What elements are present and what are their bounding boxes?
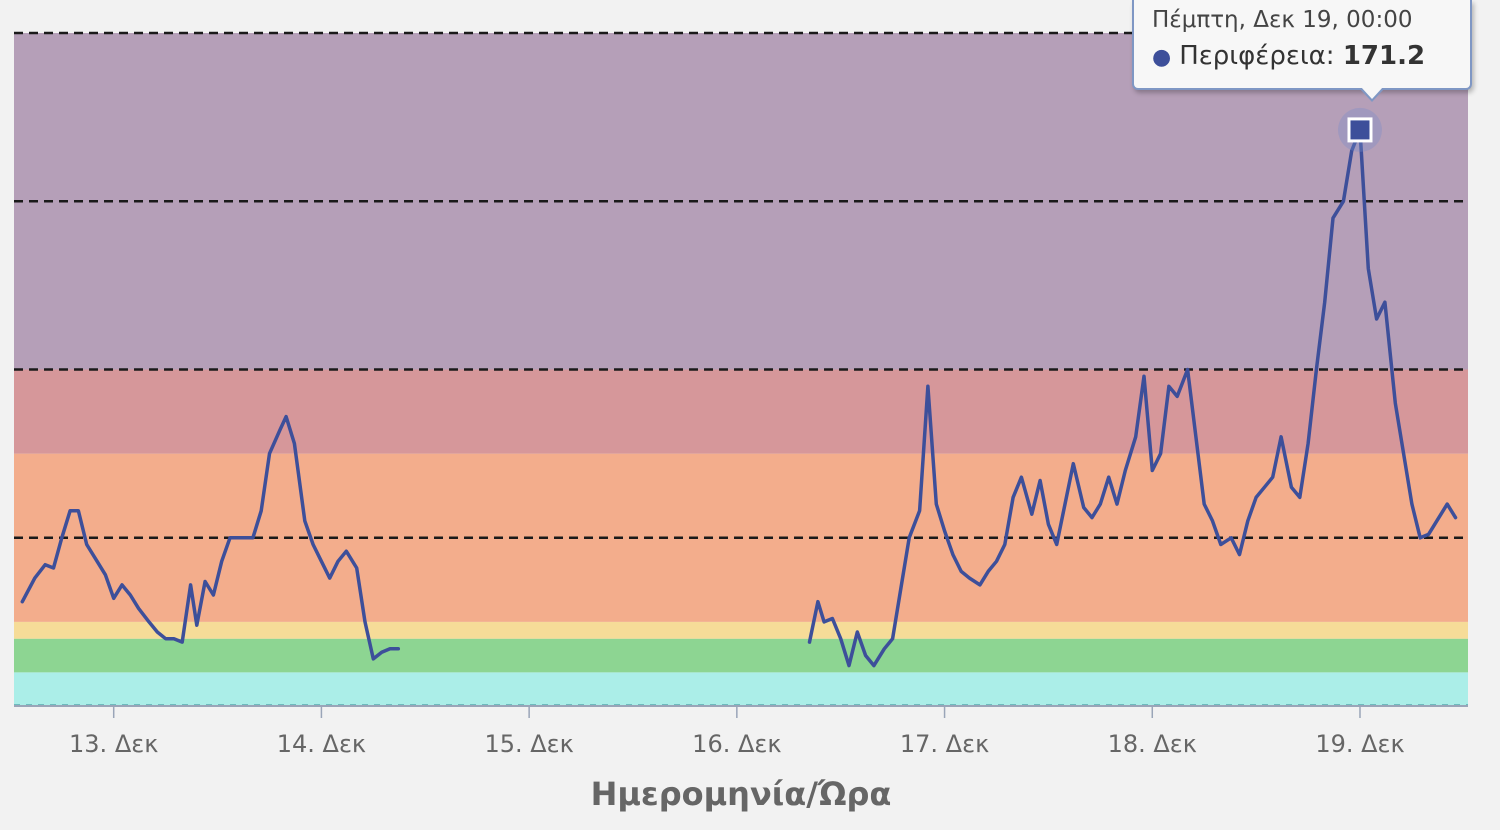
- tooltip-arrow-inner: [1361, 87, 1383, 99]
- series-line-0: [20, 128, 1458, 668]
- band-2: [14, 621, 1468, 639]
- band-0: [14, 672, 1468, 706]
- tooltip-row: ● Περιφέρεια: 171.2: [1152, 36, 1470, 78]
- x-tick-label: 18. Δεκ: [1108, 730, 1197, 758]
- x-tick-label: 19. Δεκ: [1315, 730, 1404, 758]
- x-tick-label: 15. Δεκ: [484, 730, 573, 758]
- band-1: [14, 638, 1468, 673]
- x-axis-title: Ημερομηνία/Ώρα: [591, 775, 892, 813]
- tooltip-value: 171.2: [1342, 41, 1426, 71]
- x-axis-ticks: 13. Δεκ 14. Δεκ 15. Δεκ 16. Δεκ 17. Δεκ 18. Δ…: [69, 706, 1405, 758]
- band-4: [14, 369, 1468, 454]
- x-tick-label: 17. Δεκ: [900, 730, 989, 758]
- x-tick-label: 14. Δεκ: [277, 730, 366, 758]
- tooltip-series-label: Περιφέρεια:: [1179, 41, 1335, 71]
- data-tooltip: Πέμπτη, Δεκ 19, 00:00 ● Περιφέρεια: 171.2: [1132, 0, 1472, 102]
- tooltip-title: Πέμπτη, Δεκ 19, 00:00: [1152, 7, 1413, 33]
- x-tick-label: 13. Δεκ: [69, 730, 158, 758]
- hover-marker[interactable]: [1347, 117, 1373, 143]
- threshold-bands: [14, 33, 1468, 706]
- x-tick-label: 16. Δεκ: [692, 730, 781, 758]
- series-dot-icon: ●: [1152, 45, 1172, 70]
